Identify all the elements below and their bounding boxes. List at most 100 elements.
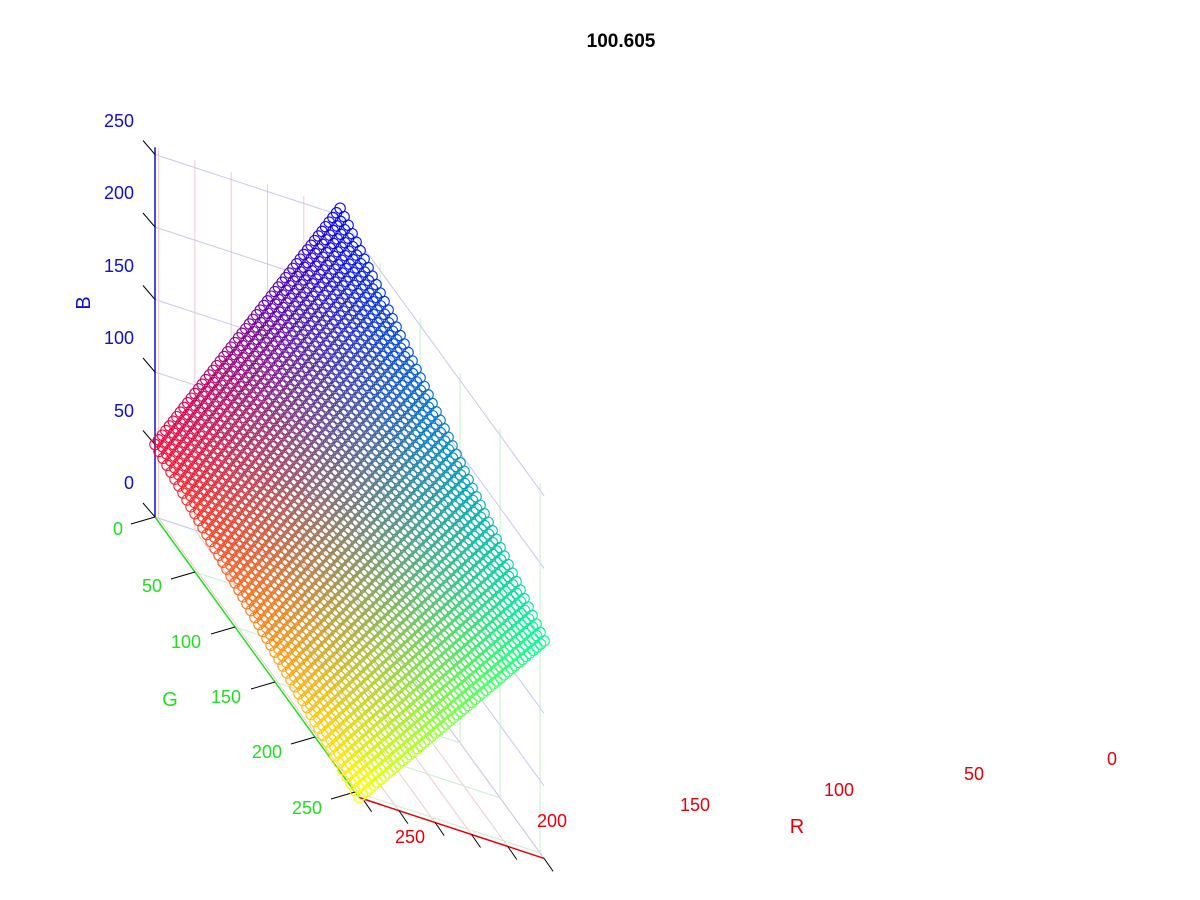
data-point [239, 542, 251, 555]
data-point [257, 522, 270, 535]
data-point [302, 531, 315, 543]
z-tick-mark [142, 502, 156, 518]
data-point [276, 524, 288, 537]
data-point [400, 751, 412, 764]
data-point [350, 620, 363, 632]
data-point [325, 743, 337, 755]
data-point [232, 573, 245, 585]
data-point [264, 514, 277, 526]
data-point [297, 489, 310, 501]
data-point [293, 598, 306, 611]
data-point [296, 550, 308, 562]
data-point [253, 503, 265, 516]
data-point [237, 474, 249, 487]
chart-title: 100.605 [587, 31, 656, 52]
data-point [227, 413, 240, 426]
data-point [258, 545, 270, 557]
data-point [220, 434, 233, 446]
data-point [255, 465, 268, 477]
data-point [153, 445, 165, 458]
data-point [204, 513, 217, 525]
r-tick-mark [507, 846, 518, 860]
data-point [345, 777, 357, 790]
z-axis-label: B [73, 296, 95, 309]
data-point [487, 678, 500, 690]
data-point [306, 538, 319, 551]
data-point [505, 662, 518, 675]
data-point [270, 577, 283, 590]
data-point [282, 482, 295, 494]
data-point [305, 598, 317, 610]
data-point [199, 483, 212, 496]
data-point [303, 542, 315, 555]
data-point [212, 527, 225, 539]
data-point [219, 496, 231, 508]
data-point [294, 493, 306, 505]
data-point [184, 478, 197, 490]
data-point [483, 681, 496, 693]
data-point [301, 701, 313, 714]
data-point [284, 550, 297, 563]
data-point [294, 504, 307, 517]
data-point [257, 511, 269, 523]
data-point [440, 718, 452, 730]
data-point [275, 595, 287, 608]
data-point [220, 541, 233, 553]
data-point [291, 520, 303, 532]
data-point [315, 575, 328, 588]
data-point [203, 479, 215, 491]
data-point [211, 493, 223, 505]
data-point [262, 456, 275, 469]
data-point [357, 591, 369, 603]
data-point [334, 568, 346, 580]
data-point [498, 668, 510, 681]
data-point [418, 736, 431, 748]
data-point [282, 493, 295, 506]
data-point [216, 545, 229, 557]
g-tick-mark [250, 681, 276, 690]
data-point [204, 524, 217, 536]
data-point [334, 579, 347, 592]
data-point [378, 770, 391, 782]
data-point [215, 500, 227, 512]
data-point [229, 460, 241, 472]
data-point [284, 528, 296, 540]
data-point [211, 504, 224, 517]
data-point [322, 568, 335, 580]
data-point [262, 433, 274, 445]
data-point [246, 523, 258, 536]
data-point [222, 491, 235, 504]
data-point [469, 693, 481, 706]
data-point [249, 496, 261, 509]
data-point [279, 509, 292, 521]
r-tick-label: 0 [1107, 749, 1117, 769]
data-point [267, 475, 279, 488]
data-point [339, 609, 351, 621]
data-point [289, 591, 302, 603]
data-point [273, 653, 285, 665]
data-point [502, 665, 514, 678]
data-point [195, 465, 207, 477]
data-point [261, 540, 274, 553]
data-point [281, 565, 294, 578]
data-point [268, 521, 281, 534]
data-point [263, 585, 275, 597]
data-point [235, 428, 248, 440]
g-tick-mark [170, 571, 196, 580]
data-point [265, 417, 277, 429]
data-point [231, 517, 243, 530]
data-point [289, 580, 302, 592]
z-tick-label: 250 [104, 111, 134, 131]
data-point [333, 545, 345, 558]
data-point [267, 581, 279, 593]
data-point [235, 416, 247, 429]
data-point [218, 473, 230, 485]
data-point [292, 542, 304, 555]
data-point [309, 511, 322, 524]
data-point [310, 523, 322, 535]
data-point [230, 494, 242, 507]
data-point [273, 540, 285, 552]
data-point [270, 471, 283, 484]
data-point [277, 569, 290, 582]
